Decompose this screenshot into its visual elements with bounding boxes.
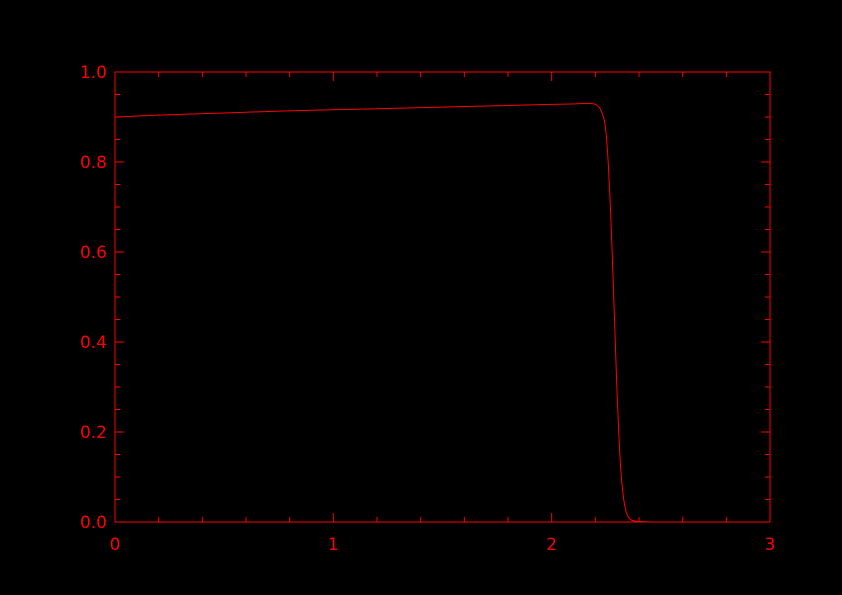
y-tick-label: 0.4	[80, 333, 107, 353]
plot-frame	[114, 71, 771, 523]
series-layer	[114, 102, 770, 523]
y-tick-label: 1.0	[80, 63, 107, 83]
y-tick-label: 0.2	[80, 423, 107, 443]
tick-labels: 0 1 2 3 0.0 0.2 0.4 0.6 0.8 1.0	[80, 63, 775, 555]
y-tick-label: 0.8	[80, 153, 107, 173]
x-tick-label: 3	[765, 535, 776, 555]
x-tick-label: 0	[110, 535, 121, 555]
y-tick-label: 0.0	[80, 513, 107, 533]
y-tick-label: 0.6	[80, 243, 107, 263]
x-tick-label: 2	[546, 535, 557, 555]
series-line	[114, 102, 770, 523]
x-tick-label: 1	[328, 535, 339, 555]
